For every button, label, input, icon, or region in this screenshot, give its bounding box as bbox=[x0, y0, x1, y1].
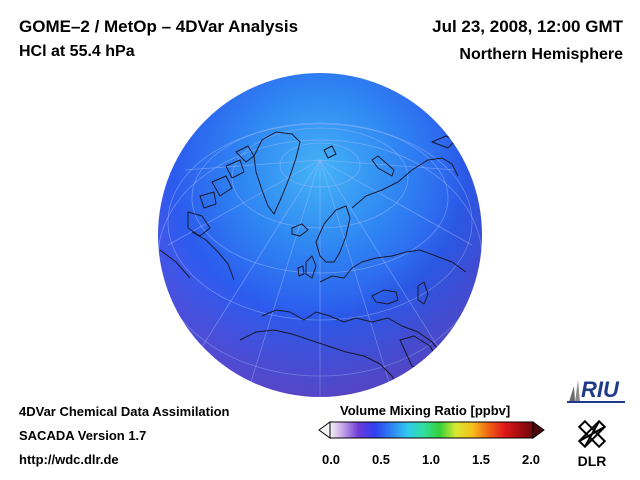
map-title: GOME–2 / MetOp – 4DVar Analysis bbox=[19, 17, 299, 36]
colorbar-tick: 2.0 bbox=[521, 452, 541, 467]
colorbar-tick: 1.5 bbox=[471, 452, 491, 467]
colorbar-title: Volume Mixing Ratio [ppbv] bbox=[340, 403, 511, 418]
colorbar bbox=[318, 421, 545, 439]
riu-logo: RIU bbox=[567, 377, 625, 403]
colorbar-tick: 0.5 bbox=[371, 452, 391, 467]
footer-url[interactable]: http://wdc.dlr.de bbox=[19, 452, 119, 467]
colorbar-gradient bbox=[329, 421, 534, 439]
map-region: Northern Hemisphere bbox=[459, 46, 623, 63]
colorbar-max-arrow bbox=[532, 421, 545, 439]
dlr-logo: DLR bbox=[578, 419, 607, 469]
dlr-logo-text: DLR bbox=[578, 453, 607, 469]
colorbar-min-arrow bbox=[318, 421, 331, 439]
map-datetime: Jul 23, 2008, 12:00 GMT bbox=[432, 17, 623, 36]
colorbar-tick: 0.0 bbox=[321, 452, 341, 467]
footer-line-1: 4DVar Chemical Data Assimilation bbox=[19, 404, 230, 419]
footer-line-2: SACADA Version 1.7 bbox=[19, 428, 147, 443]
colorbar-tick: 1.0 bbox=[421, 452, 441, 467]
map-subtitle: HCl at 55.4 hPa bbox=[19, 43, 135, 60]
riu-logo-text: RIU bbox=[581, 377, 620, 402]
